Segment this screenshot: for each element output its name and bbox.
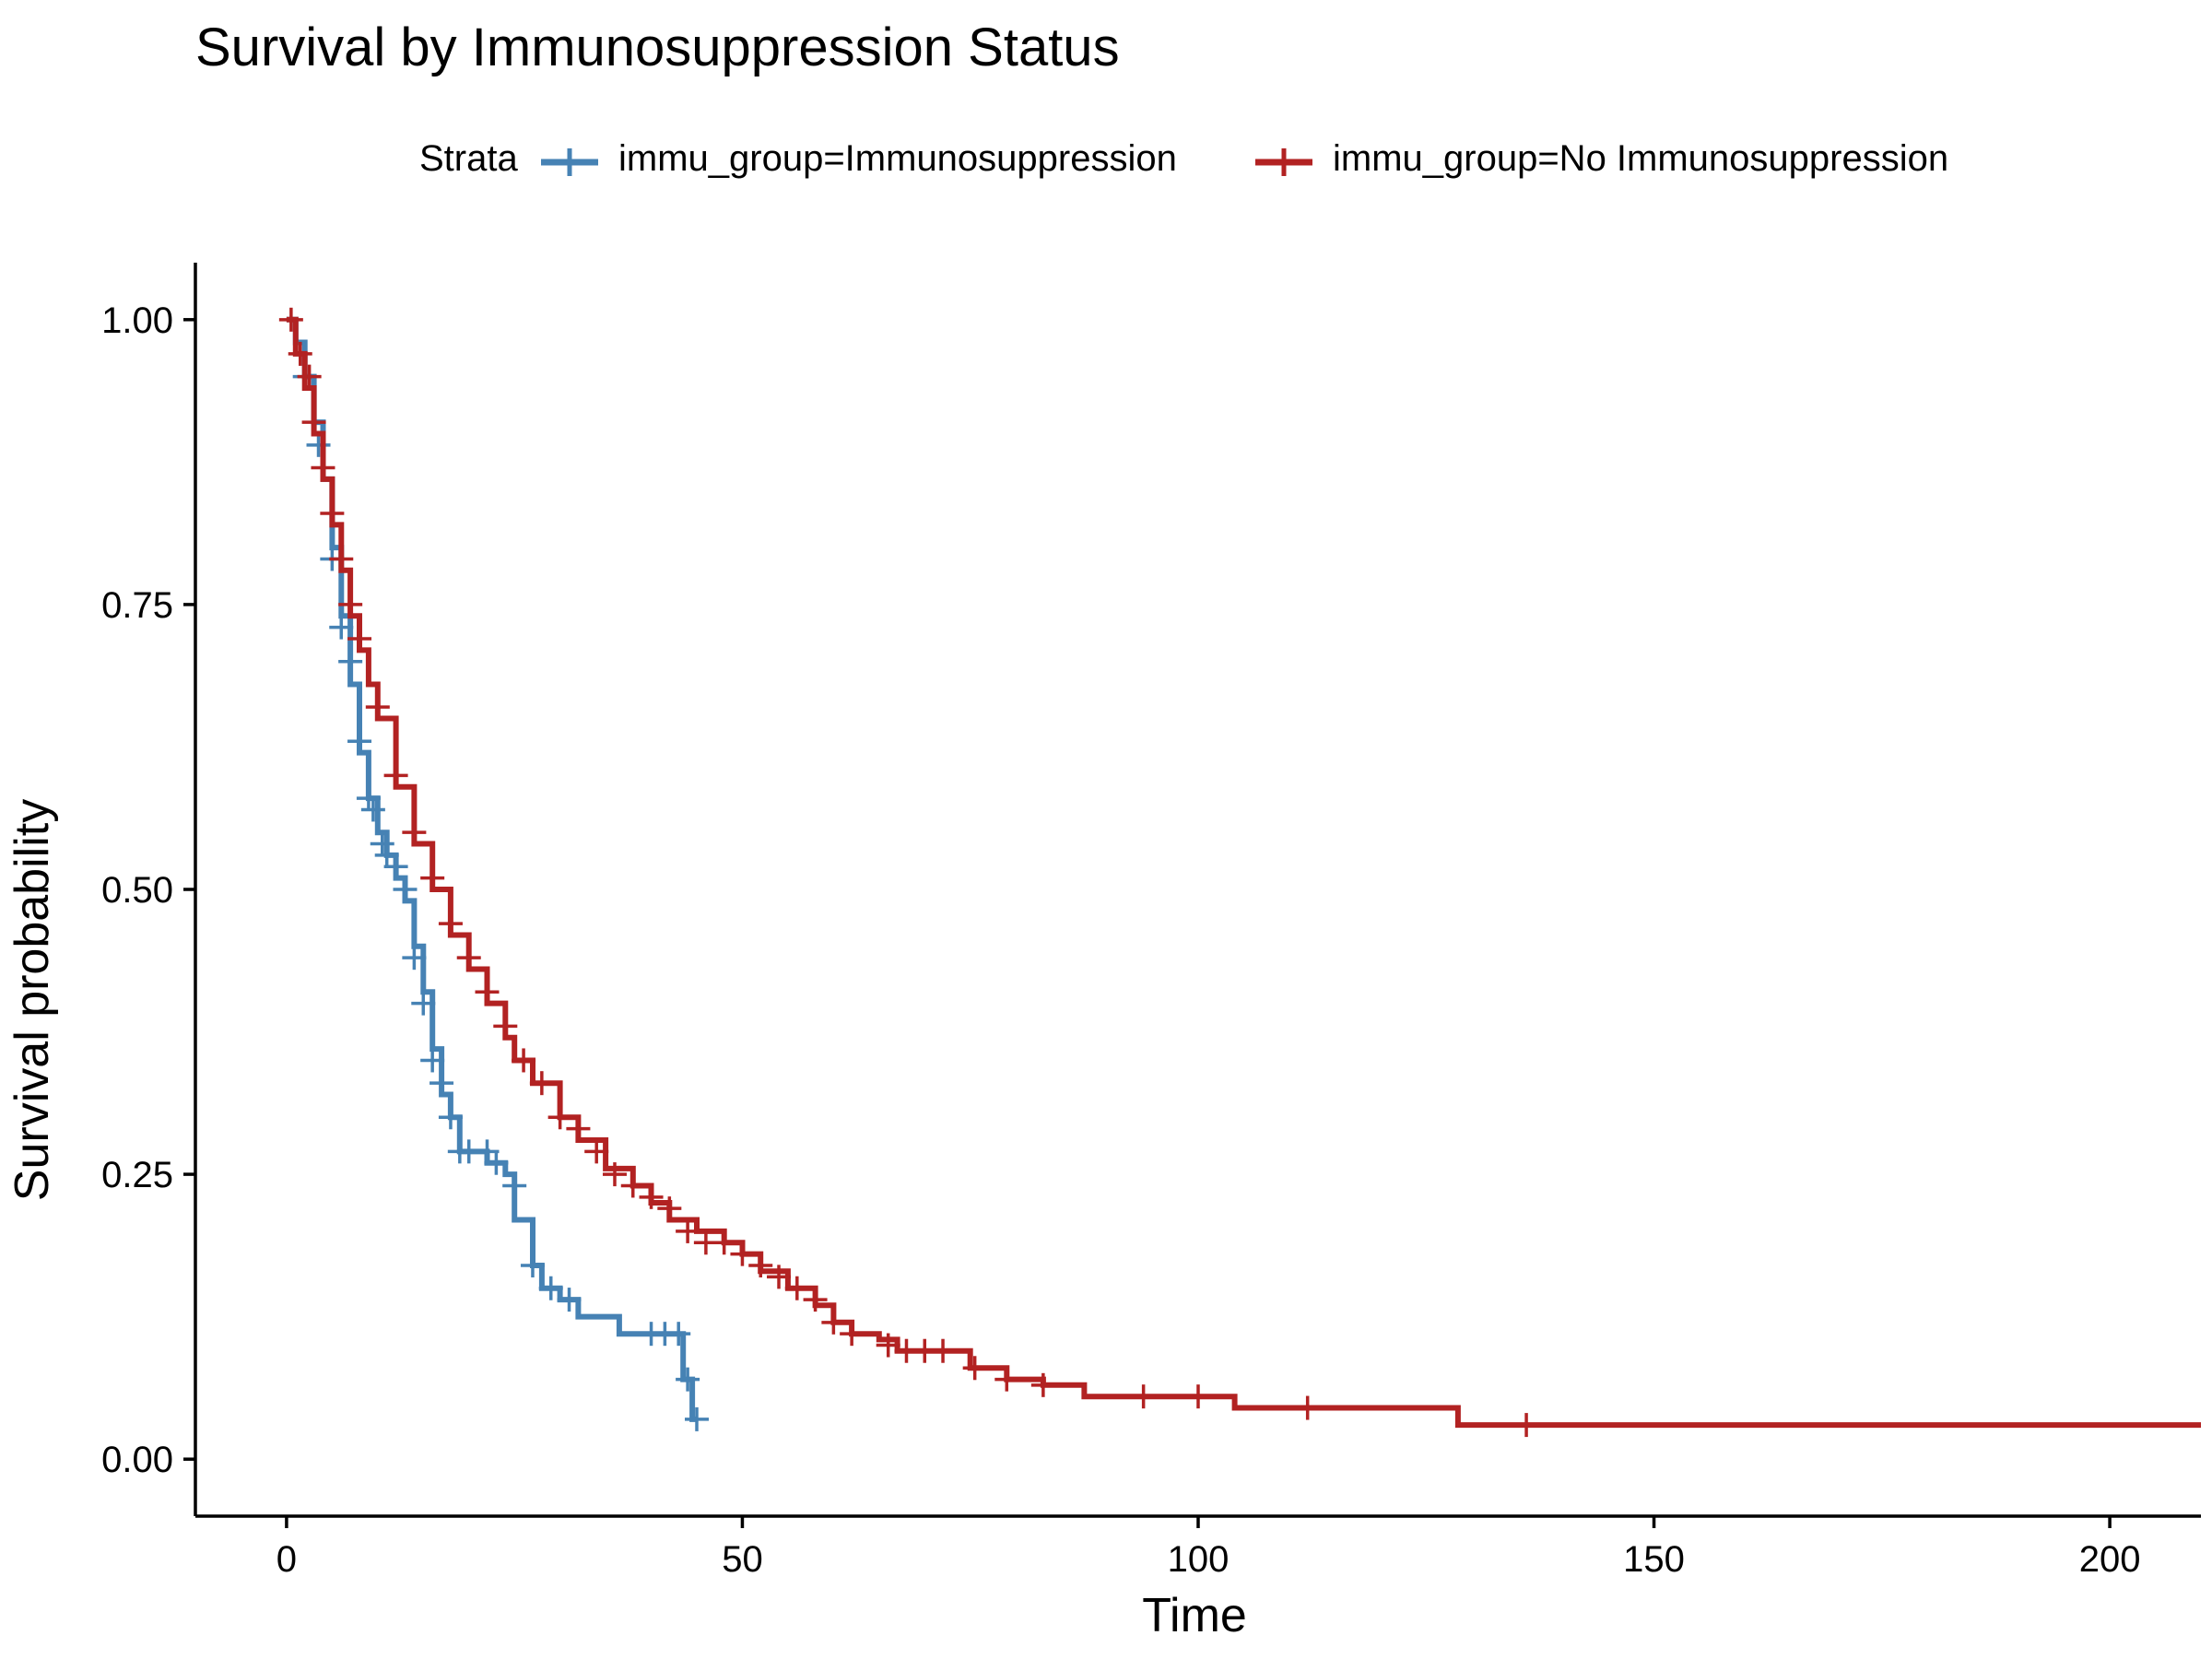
censor-mark-no-immunosuppression [566,1116,591,1141]
censor-mark-immunosuppression [420,1048,445,1073]
censor-mark-immunosuppression [338,649,363,674]
censor-mark-immunosuppression [557,1288,582,1312]
censor-mark-immunosuppression [429,1071,454,1096]
y-tick-label: 0.25 [101,1155,173,1195]
series-no-immunosuppression [278,307,2201,1438]
censor-mark-no-immunosuppression [365,695,390,720]
censor-mark-no-immunosuppression [320,501,345,525]
censor-mark-no-immunosuppression [1295,1395,1320,1420]
censor-mark-no-immunosuppression [1030,1372,1055,1397]
survival-curve-no-immunosuppression [286,316,2201,1429]
censor-mark-immunosuppression [666,1322,691,1347]
censor-mark-no-immunosuppression [994,1367,1019,1392]
censor-mark-no-immunosuppression [288,341,312,366]
censor-mark-no-immunosuppression [347,627,372,651]
censor-mark-no-immunosuppression [1186,1384,1210,1409]
censor-mark-no-immunosuppression [529,1071,554,1096]
censor-mark-no-immunosuppression [712,1230,736,1255]
censor-mark-immunosuppression [484,1150,509,1175]
censor-mark-immunosuppression [306,432,331,457]
x-tick-label: 100 [1168,1539,1230,1580]
y-tick-label: 1.00 [101,300,173,341]
y-tick-label: 0.75 [101,585,173,626]
censor-mark-immunosuppression [383,854,408,879]
x-tick-label: 50 [722,1539,763,1580]
censor-mark-immunosuppression [393,877,418,901]
censor-mark-immunosuppression [520,1253,545,1277]
x-tick-label: 200 [2079,1539,2141,1580]
censor-mark-no-immunosuppression [402,820,427,845]
censor-mark-no-immunosuppression [840,1322,865,1347]
y-tick-label: 0.50 [101,870,173,911]
censor-mark-no-immunosuppression [803,1288,828,1312]
censor-mark-no-immunosuppression [475,980,500,1005]
censor-mark-immunosuppression [438,1105,463,1130]
y-axis-title: Survival probability [6,799,59,1201]
censor-mark-no-immunosuppression [931,1338,956,1363]
x-tick-label: 150 [1623,1539,1685,1580]
censor-mark-no-immunosuppression [1514,1413,1539,1438]
censor-mark-immunosuppression [411,991,436,1016]
x-axis-ticks: 0 50 100 150 200 [276,1516,2141,1580]
censor-mark-no-immunosuppression [438,912,463,936]
censor-mark-no-immunosuppression [329,547,354,571]
legend-key-no-immunosuppression [1255,148,1312,176]
censor-mark-no-immunosuppression [876,1333,900,1358]
censor-mark-immunosuppression [360,797,385,822]
censor-mark-no-immunosuppression [1131,1384,1156,1409]
censor-mark-immunosuppression [356,786,381,811]
legend-title: Strata [419,138,518,179]
censor-mark-no-immunosuppression [547,1105,572,1130]
censor-mark-no-immunosuppression [676,1218,700,1243]
censor-mark-immunosuppression [347,729,372,754]
censor-mark-no-immunosuppression [767,1265,792,1289]
series-immunosuppression [286,316,709,1431]
censor-mark-no-immunosuppression [311,455,335,480]
censor-mark-no-immunosuppression [962,1356,987,1381]
legend-key-immunosuppression [541,148,598,176]
censor-mark-no-immunosuppression [639,1184,664,1209]
x-axis-title: Time [1142,1589,1247,1642]
censor-mark-no-immunosuppression [821,1310,846,1335]
legend: Strata immu_group=Immunosuppression immu… [0,135,2212,190]
legend-label-immunosuppression: immu_group=Immunosuppression [618,138,1177,179]
survival-curve-immunosuppression [286,316,697,1422]
censor-mark-no-immunosuppression [748,1253,773,1277]
censor-mark-immunosuppression [676,1367,700,1392]
chart-title: Survival by Immunosuppression Status [195,18,1120,77]
censor-mark-no-immunosuppression [657,1196,682,1221]
censor-mark-no-immunosuppression [301,410,326,435]
censor-mark-no-immunosuppression [493,1014,518,1039]
censor-mark-no-immunosuppression [278,307,303,332]
censor-mark-immunosuppression [502,1173,527,1198]
series-layer [278,307,2201,1438]
censor-mark-immunosuppression [402,946,427,971]
censor-mark-no-immunosuppression [297,364,322,389]
censor-mark-no-immunosuppression [784,1276,809,1300]
censor-mark-no-immunosuppression [338,592,363,617]
censor-mark-no-immunosuppression [383,763,408,788]
censor-mark-immunosuppression [370,831,394,856]
censor-mark-no-immunosuppression [730,1241,755,1266]
legend-label-no-immunosuppression: immu_group=No Immunosuppression [1333,138,1949,179]
censor-mark-no-immunosuppression [512,1048,536,1073]
censor-mark-no-immunosuppression [584,1139,609,1164]
censor-mark-immunosuppression [329,615,354,640]
censor-mark-no-immunosuppression [602,1162,627,1187]
censor-mark-no-immunosuppression [620,1173,645,1198]
y-tick-label: 0.00 [101,1440,173,1480]
x-tick-label: 0 [276,1539,297,1580]
censor-mark-immunosuppression [685,1406,709,1431]
censor-mark-no-immunosuppression [420,865,445,890]
censor-mark-no-immunosuppression [456,946,481,971]
y-axis-ticks: 0.00 0.25 0.50 0.75 1.00 [101,300,195,1480]
censor-mark-immunosuppression [538,1276,563,1300]
